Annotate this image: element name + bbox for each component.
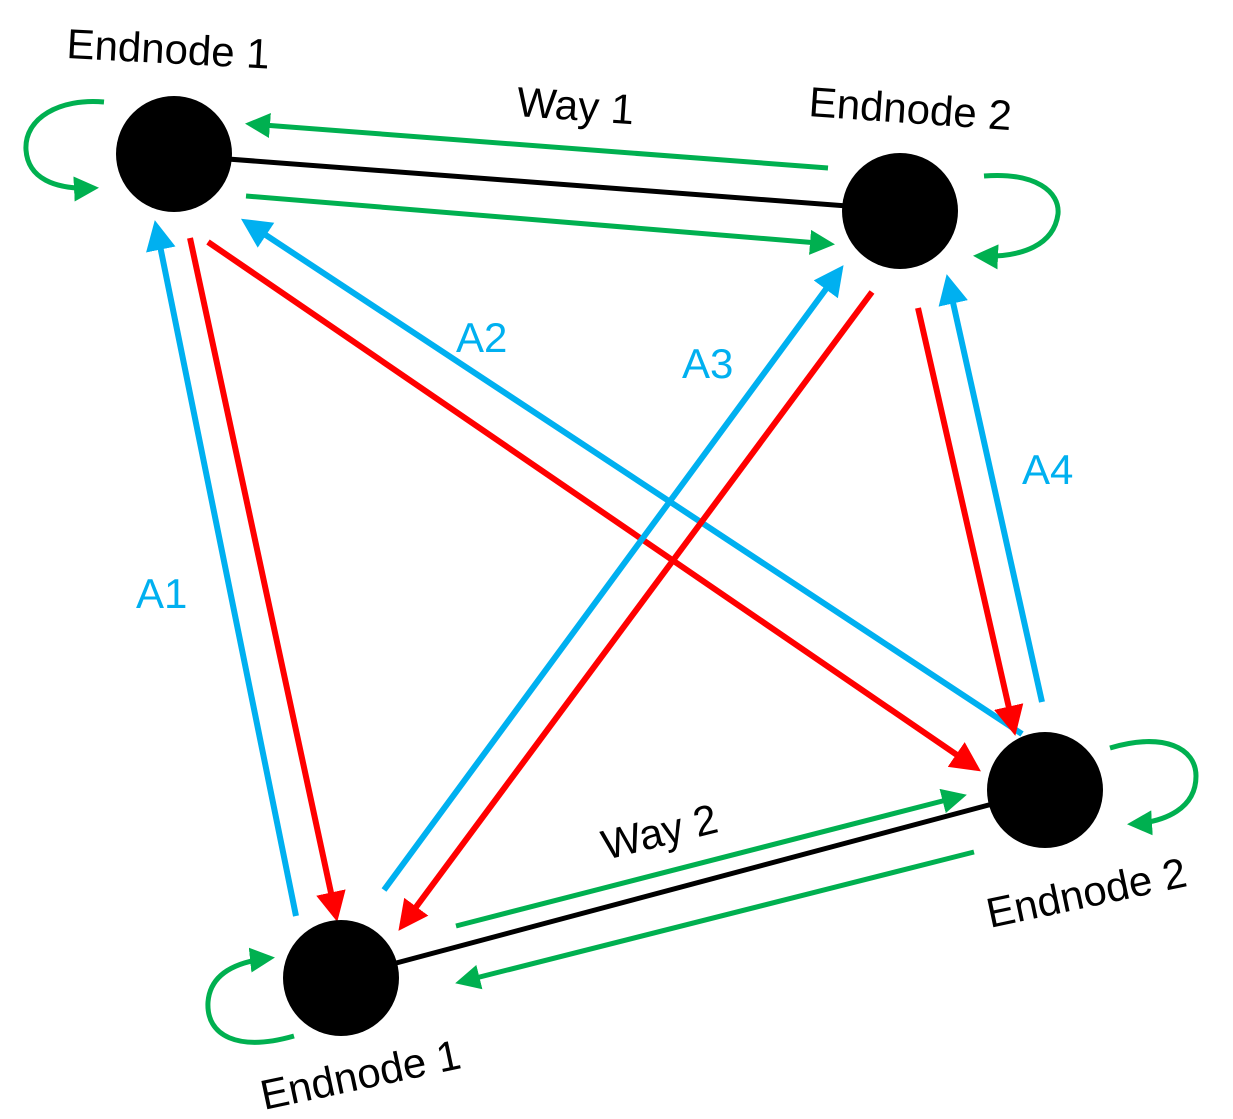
link-way-1 [174,152,901,213]
a4-label: A4 [1022,446,1073,493]
self-loop-bottom-left-icon [205,947,295,1045]
link-way-2 [339,787,1046,981]
node-top-left [116,96,232,212]
way2-arrow-right [455,788,967,929]
way1-arrow-right [245,193,835,255]
a3-blue-arrow [381,265,844,892]
node-label-top-left: Endnode 1 [66,20,271,78]
a4-red-arrow [915,307,1024,736]
node-top-right [842,153,958,269]
way1-arrow-left [245,113,829,171]
self-loop-top-right-icon [973,172,1061,270]
a2-label: A2 [456,314,507,361]
node-label-bottom-left: Endnode 1 [256,1031,465,1119]
self-loop-top-left-icon [23,98,105,202]
way-2-label: Way 2 [597,795,722,869]
a3-red-arrow [398,290,875,931]
a1-red-arrow [187,237,346,922]
node-label-bottom-right: Endnode 2 [982,849,1191,937]
way-1-label: Way 1 [515,78,635,133]
a1-label: A1 [136,570,187,617]
self-loop-bottom-right-icon [1109,739,1199,836]
way2-arrow-left [455,849,975,990]
node-bottom-left [283,920,399,1036]
a3-label: A3 [682,340,733,387]
a2-blue-arrow [240,218,1024,737]
a4-blue-arrow [938,274,1045,703]
a1-blue-arrow [146,220,299,917]
node-bottom-right [987,732,1103,848]
a2-red-arrow [206,239,981,772]
node-label-top-right: Endnode 2 [807,78,1013,139]
